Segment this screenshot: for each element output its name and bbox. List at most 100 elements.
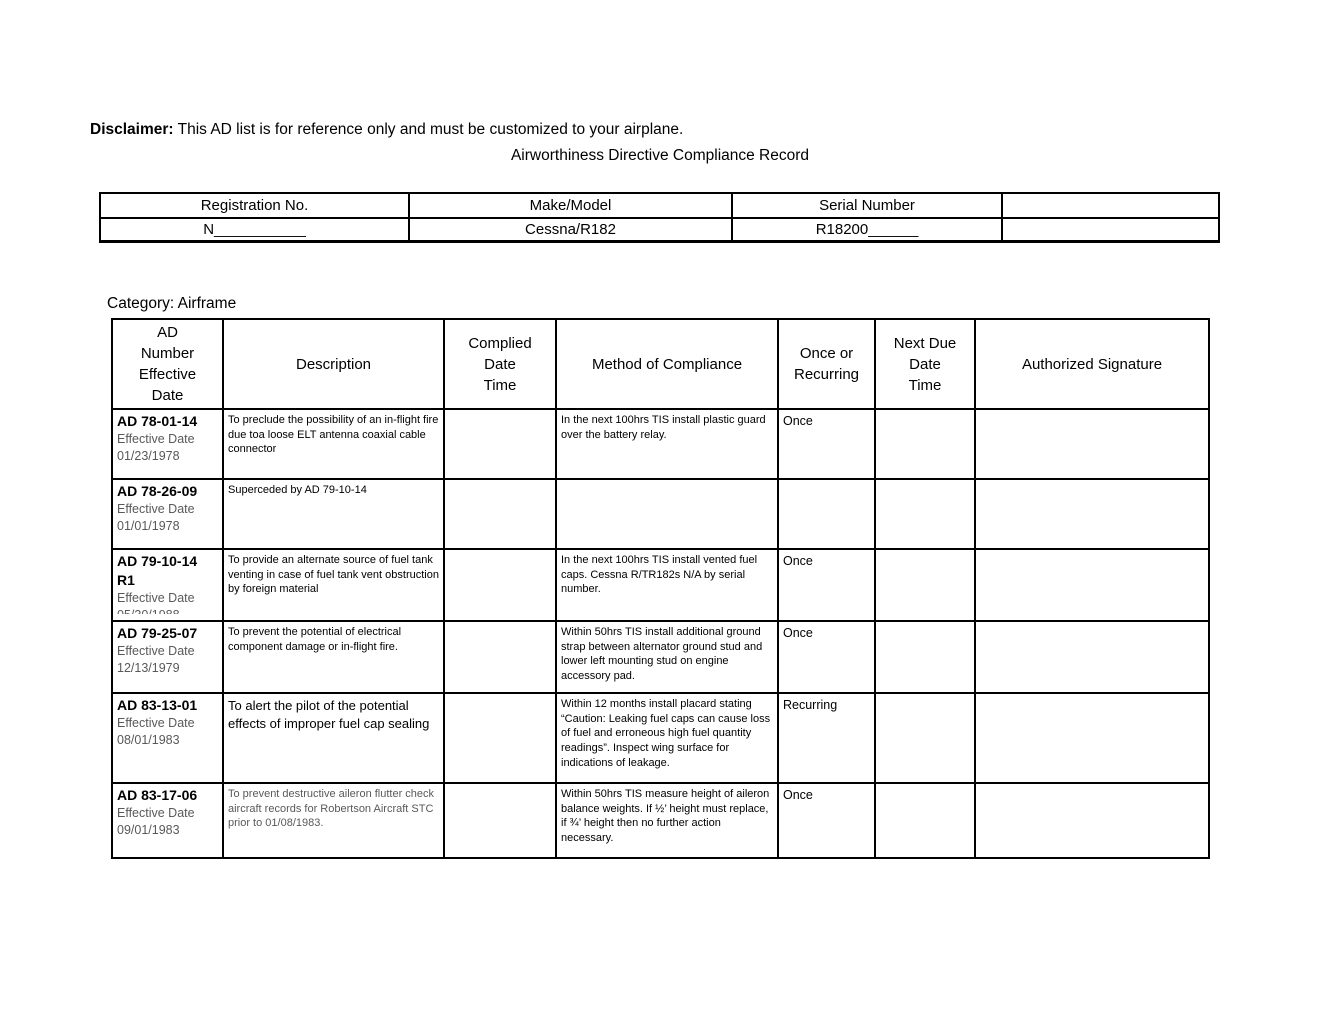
ad-number: AD 79-25-07 [117, 625, 198, 641]
ad-number-cell: AD 83-13-01 Effective Date 08/01/1983 [111, 692, 224, 784]
info-blank-value [1001, 217, 1220, 242]
description-cell: To preclude the possibility of an in-fli… [222, 408, 445, 480]
table-row: AD 78-01-14 Effective Date 01/23/1978 To … [111, 408, 1210, 480]
complied-cell [443, 408, 557, 480]
description: To prevent the potential of electrical c… [228, 626, 402, 653]
effective-date: Effective Date 05/30/1988 [117, 590, 195, 614]
category-label: Category: Airframe [107, 295, 237, 312]
complied-cell [443, 692, 557, 784]
description: To prevent destructive aileron flutter c… [228, 788, 435, 830]
table-row: AD 78-26-09 Effective Date 01/01/1978 Sup… [111, 478, 1210, 550]
effective-date: Effective Date 01/01/1978 [117, 501, 195, 534]
once-or-recurring: Once [783, 554, 813, 568]
description-cell: To alert the pilot of the potential effe… [222, 692, 445, 784]
ad-number: AD 83-13-01 [117, 697, 198, 713]
signature-cell [974, 408, 1210, 480]
next-due-cell [874, 408, 976, 480]
table-row: AD 83-17-06 Effective Date 09/01/1983 To … [111, 782, 1210, 859]
ad-number: AD 79-10-14 R1 [117, 553, 198, 588]
ad-number-cell: AD 83-17-06 Effective Date 09/01/1983 [111, 782, 224, 859]
info-value-row: N___________ Cessna/R182 R18200______ [99, 217, 1220, 242]
method-of-compliance: Within 12 months install placard stating… [561, 698, 771, 769]
effective-date: Effective Date 08/01/1983 [117, 715, 195, 748]
method-cell: In the next 100hrs TIS install vented fu… [555, 548, 779, 622]
signature-cell [974, 692, 1210, 784]
info-header-serial: Serial Number [731, 192, 1003, 219]
description: To preclude the possibility of an in-fli… [228, 414, 439, 456]
signature-cell [974, 620, 1210, 694]
once-recurring-cell: Once [777, 548, 876, 622]
method-of-compliance [561, 481, 773, 483]
col-header-method: Method of Compliance [555, 318, 779, 410]
next-due-cell [874, 692, 976, 784]
disclaimer: Disclaimer: This AD list is for referenc… [90, 121, 683, 139]
info-header-row: Registration No. Make/Model Serial Numbe… [99, 192, 1220, 219]
aircraft-info-table: Registration No. Make/Model Serial Numbe… [99, 192, 1220, 243]
col-header-ad-number: AD Number Effective Date [111, 318, 224, 410]
once-recurring-cell: Once [777, 782, 876, 859]
col-header-complied: Complied Date Time [443, 318, 557, 410]
method-of-compliance: Within 50hrs TIS measure height of ailer… [561, 788, 770, 844]
serial-value: R18200______ [731, 217, 1003, 242]
method-of-compliance: In the next 100hrs TIS install plastic g… [561, 414, 766, 441]
col-header-description: Description [222, 318, 445, 410]
next-due-cell [874, 548, 976, 622]
once-recurring-cell: Once [777, 408, 876, 480]
method-of-compliance: Within 50hrs TIS install additional grou… [561, 626, 763, 682]
description-cell: To prevent destructive aileron flutter c… [222, 782, 445, 859]
description: Superceded by AD 79-10-14 [228, 484, 367, 496]
method-cell: In the next 100hrs TIS install plastic g… [555, 408, 779, 480]
ad-number: AD 78-01-14 [117, 413, 198, 429]
col-header-signature: Authorized Signature [974, 318, 1210, 410]
ad-number-cell: AD 79-25-07 Effective Date 12/13/1979 [111, 620, 224, 694]
ad-compliance-table: AD Number Effective Date Description Com… [111, 318, 1210, 859]
once-or-recurring: Once [783, 626, 813, 640]
ad-number: AD 83-17-06 [117, 787, 198, 803]
signature-cell [974, 478, 1210, 550]
description-cell: To provide an alternate source of fuel t… [222, 548, 445, 622]
info-header-registration: Registration No. [99, 192, 410, 219]
once-or-recurring [783, 481, 870, 483]
complied-cell [443, 478, 557, 550]
make-model-value: Cessna/R182 [408, 217, 733, 242]
table-row: AD 79-25-07 Effective Date 12/13/1979 To … [111, 620, 1210, 694]
method-cell: Within 50hrs TIS install additional grou… [555, 620, 779, 694]
disclaimer-label: Disclaimer: [90, 121, 174, 138]
ad-number: AD 78-26-09 [117, 483, 198, 499]
signature-cell [974, 782, 1210, 859]
once-recurring-cell: Recurring [777, 692, 876, 784]
once-recurring-cell [777, 478, 876, 550]
method-cell: Within 12 months install placard stating… [555, 692, 779, 784]
effective-date: Effective Date 12/13/1979 [117, 643, 195, 676]
description: To alert the pilot of the potential effe… [228, 698, 430, 731]
next-due-cell [874, 620, 976, 694]
ad-table-header-row: AD Number Effective Date Description Com… [111, 318, 1210, 410]
description-cell: To prevent the potential of electrical c… [222, 620, 445, 694]
ad-number-cell: AD 78-26-09 Effective Date 01/01/1978 [111, 478, 224, 550]
effective-date: Effective Date 01/23/1978 [117, 431, 195, 464]
effective-date: Effective Date 09/01/1983 [117, 805, 195, 838]
table-row: AD 83-13-01 Effective Date 08/01/1983 To … [111, 692, 1210, 784]
complied-cell [443, 620, 557, 694]
info-header-make-model: Make/Model [408, 192, 733, 219]
description-cell: Superceded by AD 79-10-14 [222, 478, 445, 550]
method-cell [555, 478, 779, 550]
method-cell: Within 50hrs TIS measure height of ailer… [555, 782, 779, 859]
signature-cell [974, 548, 1210, 622]
once-recurring-cell: Once [777, 620, 876, 694]
once-or-recurring: Recurring [783, 698, 838, 712]
disclaimer-text: This AD list is for reference only and m… [173, 121, 684, 138]
registration-value: N___________ [99, 217, 410, 242]
complied-cell [443, 548, 557, 622]
description: To provide an alternate source of fuel t… [228, 554, 439, 596]
col-header-once-recurring: Once or Recurring [777, 318, 876, 410]
col-header-next-due: Next Due Date Time [874, 318, 976, 410]
page-title: Airworthiness Directive Compliance Recor… [510, 147, 810, 164]
next-due-cell [874, 478, 976, 550]
once-or-recurring: Once [783, 414, 813, 428]
method-of-compliance: In the next 100hrs TIS install vented fu… [561, 554, 758, 596]
complied-cell [443, 782, 557, 859]
